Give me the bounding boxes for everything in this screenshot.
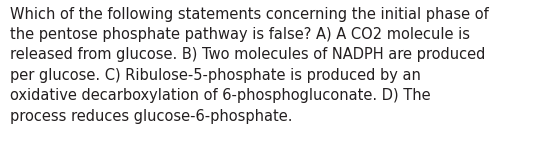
Text: Which of the following statements concerning the initial phase of
the pentose ph: Which of the following statements concer… [10, 7, 489, 124]
